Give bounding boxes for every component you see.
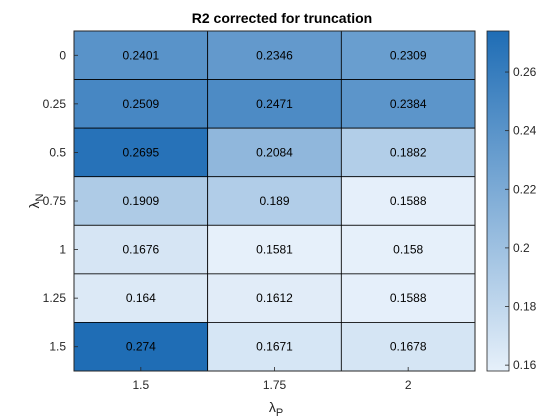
cell-value-label: 0.1909 [122,194,159,208]
colorbar: 0.16 0.18 0.2 0.22 0.24 0.26 [486,30,537,372]
y-tick-label: 1.5 [49,340,66,354]
x-tick-label: 2 [405,378,412,392]
cell-value-label: 0.158 [393,243,423,257]
heatmap-cell [207,79,342,129]
heatmap-cell [73,322,209,372]
colorbar-tick-label: 0.2 [513,241,530,255]
colorbar-tick-label: 0.24 [513,124,537,138]
x-tick-labels: 1.5 1.75 2 [132,367,412,392]
cell-value-label: 0.2471 [256,97,293,111]
x-axis-label: λP [269,399,283,419]
y-tick-label: 1.25 [43,291,67,305]
y-tick-label: 0.5 [49,145,66,159]
colorbar-tick-label: 0.22 [513,182,537,196]
heatmap-cell [73,224,209,275]
heatmap-cell [340,224,476,275]
cell-value-label: 0.1882 [390,145,427,159]
cell-value-label: 0.1581 [256,243,293,257]
cell-value-label: 0.2384 [390,97,427,111]
chart-title: R2 corrected for truncation [192,10,372,26]
colorbar-tick-label: 0.18 [513,300,537,314]
heatmap-cell [340,176,476,226]
cell-value-label: 0.1612 [256,291,293,305]
y-axis-label: λN [26,193,46,208]
cell-value-label: 0.2084 [256,145,293,159]
colorbar-tick-label: 0.16 [513,358,537,372]
y-tick-label: 1 [59,243,66,257]
cell-value-label: 0.2309 [390,48,427,62]
heatmap-cell [73,176,209,226]
heatmap-cell [207,322,342,372]
cell-value-label: 0.2401 [122,48,159,62]
cell-value-label: 0.1588 [390,291,427,305]
cell-value-label: 0.2695 [122,145,159,159]
y-tick-label: 0.75 [43,194,67,208]
heatmap-cell [207,127,342,178]
heatmap-cell [207,224,342,275]
cell-value-label: 0.1671 [256,340,293,354]
cell-value-label: 0.1588 [390,194,427,208]
x-tick-label: 1.75 [263,378,287,392]
heatmap-cell [207,273,342,323]
cell-value-label: 0.1678 [390,340,427,354]
cell-value-label: 0.274 [126,340,156,354]
colorbar-tick-label: 0.26 [513,65,537,79]
heatmap-cell [73,30,209,80]
cell-value-label: 0.164 [126,291,156,305]
x-tick-label: 1.5 [132,378,149,392]
heatmap-cells: 0.2401 0.2346 0.2309 0.2509 0.2471 0.2384 0.26… [73,30,476,372]
cell-value-label: 0.2346 [256,48,293,62]
cell-value-label: 0.1676 [122,243,159,257]
cell-value-label: 0.189 [259,194,289,208]
colorbar-gradient [486,30,510,372]
y-tick-label: 0.25 [43,97,67,111]
y-tick-label: 0 [59,48,66,62]
heatmap-cell [73,79,209,129]
cell-value-label: 0.2509 [122,97,159,111]
heatmap-cell [207,30,342,80]
heatmap-cell [340,79,476,129]
heatmap-cell [340,322,476,372]
heatmap-cell [340,273,476,323]
y-tick-labels: 0 0.25 0.5 0.75 1 1.25 1.5 [43,48,78,354]
